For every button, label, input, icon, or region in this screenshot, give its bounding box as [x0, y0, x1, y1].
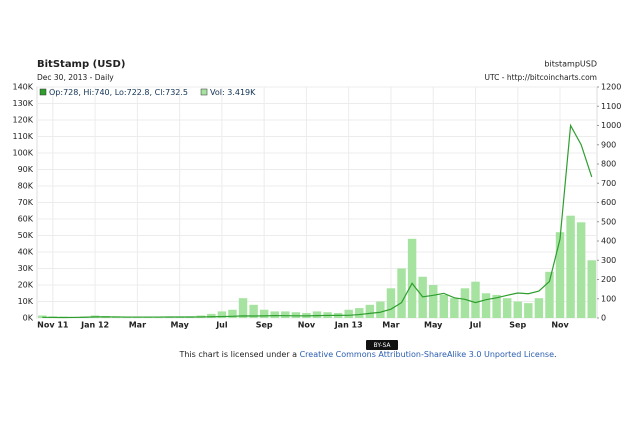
source-note: UTC - http://bitcoincharts.com: [485, 73, 597, 82]
volume-bar: [534, 298, 544, 318]
x-tick-label: Jan 12: [80, 321, 109, 330]
volume-bar: [355, 308, 364, 318]
y-tick-label: 110K: [12, 132, 33, 141]
y2-tick-label: 100: [601, 294, 616, 303]
y-tick-label: 20K: [18, 281, 34, 290]
y-tick-label: 10K: [18, 297, 34, 306]
legend-label: Op:728, Hi:740, Lo:722.8, Cl:732.5: [49, 88, 188, 97]
y-tick-label: 70K: [18, 198, 34, 207]
y-tick-label: 100K: [12, 149, 33, 158]
license-suffix: .: [554, 350, 557, 359]
volume-bar: [429, 285, 438, 318]
license-badge: [366, 340, 398, 350]
license-link[interactable]: Creative Commons Attribution-ShareAlike …: [300, 350, 554, 359]
chart-subtitle: Dec 30, 2013 - Daily: [37, 73, 114, 82]
badge-text: BY-SA: [374, 342, 392, 349]
x-tick-label: Mar: [129, 321, 146, 330]
volume-bar: [291, 312, 301, 318]
volume-bar: [555, 232, 565, 318]
y-tick-label: 130K: [12, 99, 33, 108]
volume-bar: [365, 304, 375, 318]
source-name: bitstampUSD: [544, 60, 597, 69]
y2-tick-label: 800: [601, 160, 616, 169]
volume-bar: [566, 215, 575, 318]
volume-bar: [545, 271, 554, 318]
volume-bar: [270, 311, 279, 318]
y-tick-label: 90K: [18, 165, 34, 174]
volume-bar: [249, 304, 258, 318]
volume-bar: [259, 309, 269, 318]
volume-bar: [344, 309, 353, 318]
x-tick-label: Jan 13: [334, 321, 363, 330]
x-tick-label: Jul: [469, 321, 482, 330]
volume-bar: [481, 293, 491, 318]
x-tick-label: Nov: [298, 321, 316, 330]
volume-bar: [38, 315, 47, 318]
y2-tick-label: 400: [601, 237, 616, 246]
volume-bar: [386, 288, 396, 318]
chart-title: BitStamp (USD): [37, 59, 125, 70]
legend-label: Vol: 3.419K: [210, 88, 256, 97]
volume-bar: [492, 294, 501, 318]
volume-bar: [460, 288, 470, 318]
y2-tick-label: 200: [601, 275, 616, 284]
volume-bar: [439, 294, 449, 318]
volume-bar: [376, 301, 385, 318]
volume-bar: [397, 268, 406, 318]
y2-tick-label: 1100: [601, 102, 621, 111]
x-tick-label: May: [424, 321, 443, 330]
volume-bar: [228, 309, 237, 318]
y2-tick-label: 600: [601, 198, 616, 207]
license-prefix: This chart is licensed under a: [178, 350, 299, 359]
y2-tick-label: 300: [601, 256, 616, 265]
volume-bar: [217, 311, 227, 318]
volume-bar: [576, 222, 586, 318]
x-tick-label: Sep: [509, 321, 526, 330]
y2-tick-label: 700: [601, 179, 616, 188]
x-tick-label: Jul: [215, 321, 228, 330]
y-tick-label: 0K: [23, 314, 34, 323]
volume-bar: [502, 298, 512, 318]
y2-tick-label: 900: [601, 140, 616, 149]
marks: 0K 10K 20K 30K 40K 50K 60K 70K 80K 90K 100K 110K 120…: [12, 83, 621, 330]
y-tick-label: 60K: [18, 215, 34, 224]
volume-bar: [281, 311, 290, 318]
y-tick-label: 40K: [18, 248, 34, 257]
y2-tick-label: 0: [601, 314, 606, 323]
x-tick-label: Sep: [256, 321, 273, 330]
x-tick-label: Nov: [551, 321, 569, 330]
price-line: [42, 123, 593, 319]
volume-bar: [587, 260, 596, 318]
y-tick-label: 120K: [12, 116, 33, 125]
x-tick-label: May: [170, 321, 189, 330]
volume-bar: [407, 238, 417, 318]
volume-bar: [207, 313, 216, 318]
x-tick-label: Mar: [382, 321, 399, 330]
volume-bar: [450, 298, 459, 318]
volume-bar: [312, 311, 322, 318]
y-tick-label: 80K: [18, 182, 34, 191]
y2-tick-label: 1000: [601, 121, 621, 130]
y-tick-label: 50K: [18, 231, 34, 240]
y2-tick-label: 1200: [601, 83, 621, 92]
legend-swatch: [200, 88, 208, 96]
license-text: This chart is licensed under a Creative …: [178, 350, 556, 359]
volume-bar: [513, 301, 522, 318]
volume-bar: [238, 298, 248, 318]
x-tick-label: Nov 11: [37, 321, 69, 330]
legend-swatch: [39, 88, 47, 96]
volume-bar: [471, 281, 480, 318]
y-tick-label: 140K: [12, 83, 33, 92]
y2-tick-label: 500: [601, 217, 616, 226]
volume-bar: [524, 303, 533, 318]
y-tick-label: 30K: [18, 264, 34, 273]
